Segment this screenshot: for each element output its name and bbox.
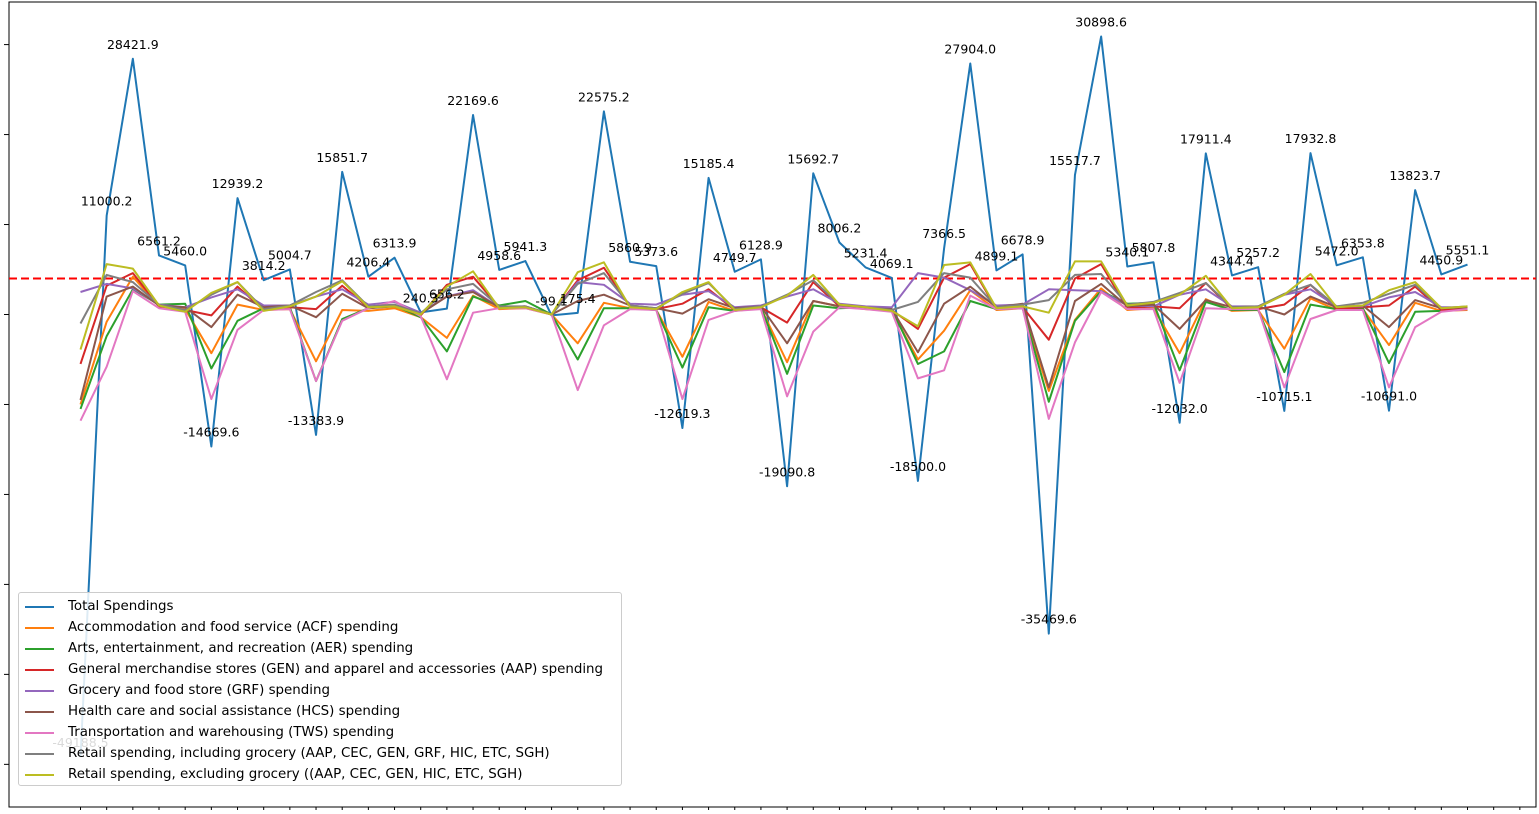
- legend-entry: Retail spending, excluding grocery ((AAP…: [19, 764, 621, 785]
- data-label: 13823.7: [1389, 168, 1441, 183]
- legend-label: Accommodation and food service (ACF) spe…: [68, 620, 399, 635]
- legend-entry: Transportation and warehousing (TWS) spe…: [19, 722, 621, 743]
- data-label: 30898.6: [1075, 15, 1127, 30]
- data-label: 5551.1: [1446, 243, 1490, 258]
- legend-swatch: [25, 605, 54, 608]
- data-label: 22169.6: [447, 93, 499, 108]
- data-label: 5807.8: [1132, 240, 1176, 255]
- data-label: 4899.1: [975, 248, 1019, 263]
- data-label: 5340.1: [1105, 244, 1149, 259]
- legend-swatch: [25, 752, 54, 755]
- series-line-8: [79, 260, 1468, 350]
- data-label: 22575.2: [578, 89, 630, 104]
- data-label: -35469.6: [1021, 612, 1077, 627]
- data-label: 5860.9: [608, 240, 652, 255]
- data-label: 240.3: [403, 290, 439, 305]
- data-label: 4206.4: [346, 255, 390, 270]
- legend-entry: Total Spendings: [19, 596, 621, 617]
- data-label: 4749.7: [713, 250, 757, 265]
- y-axis-ticks: [4, 44, 9, 765]
- legend-label: Arts, entertainment, and recreation (AER…: [68, 641, 414, 656]
- data-label: 5004.7: [268, 247, 312, 262]
- data-label: 15692.7: [787, 151, 839, 166]
- data-label: 27904.0: [944, 41, 996, 56]
- data-label: 6561.2: [137, 233, 181, 248]
- legend-entry: Arts, entertainment, and recreation (AER…: [19, 638, 621, 659]
- data-label: 4450.9: [1419, 252, 1463, 267]
- data-label: 175.4: [560, 291, 596, 306]
- legend-swatch: [25, 626, 54, 629]
- data-label: -99.1: [535, 293, 567, 308]
- data-label: 15517.7: [1049, 153, 1101, 168]
- data-label: 6678.9: [1001, 232, 1045, 247]
- data-label: 5257.2: [1236, 245, 1280, 260]
- data-label: 15851.7: [316, 150, 368, 165]
- data-label: 12939.2: [212, 176, 264, 191]
- legend-entry: Retail spending, including grocery (AAP,…: [19, 743, 621, 764]
- legend-label: Health care and social assistance (HCS) …: [68, 704, 401, 719]
- legend-label: Retail spending, including grocery (AAP,…: [68, 746, 550, 761]
- series-line-6: [79, 290, 1468, 422]
- data-label: 6313.9: [373, 236, 417, 251]
- series-line-0: [79, 35, 1468, 758]
- data-label: -19090.8: [759, 464, 815, 479]
- legend-label: Retail spending, excluding grocery ((AAP…: [68, 767, 523, 782]
- legend-label: Grocery and food store (GRF) spending: [68, 683, 330, 698]
- data-label: -12032.0: [1152, 401, 1208, 416]
- data-label: 5472.0: [1315, 243, 1359, 258]
- data-label: 5460.0: [163, 243, 207, 258]
- data-label: 3814.2: [242, 258, 286, 273]
- data-label: 6353.8: [1341, 235, 1385, 250]
- data-label: 5231.4: [844, 245, 888, 260]
- data-label: -18500.0: [890, 459, 946, 474]
- data-label: 4069.1: [870, 256, 914, 271]
- legend-swatch: [25, 773, 54, 776]
- data-label: 28421.9: [107, 37, 159, 52]
- data-label: -12619.3: [654, 406, 710, 421]
- legend-label: General merchandise stores (GEN) and app…: [68, 662, 604, 677]
- legend-entry: Accommodation and food service (ACF) spe…: [19, 617, 621, 638]
- legend-swatch: [25, 731, 54, 734]
- data-label: -10715.1: [1256, 389, 1312, 404]
- data-label: 6128.9: [739, 237, 783, 252]
- data-label: 8006.2: [818, 220, 862, 235]
- data-label: 4958.6: [477, 248, 521, 263]
- data-label: -10691.0: [1361, 389, 1417, 404]
- data-label: 17911.4: [1180, 131, 1232, 146]
- series-layer: [79, 35, 1468, 758]
- legend-swatch: [25, 668, 54, 671]
- data-label: 656.2: [429, 287, 465, 302]
- legend-label: Total Spendings: [68, 599, 174, 614]
- legend-entry: Grocery and food store (GRF) spending: [19, 680, 621, 701]
- data-label: 17932.8: [1285, 131, 1337, 146]
- legend-swatch: [25, 689, 54, 692]
- legend: Total Spendings Accommodation and food se…: [18, 592, 622, 786]
- legend-label: Transportation and warehousing (TWS) spe…: [68, 725, 395, 740]
- data-label: 15185.4: [683, 156, 735, 171]
- legend-swatch: [25, 647, 54, 650]
- data-label: 11000.2: [81, 194, 133, 209]
- data-label: -13383.9: [288, 413, 344, 428]
- data-label-layer: -49188.511000.228421.96561.25460.0-14669…: [52, 15, 1489, 751]
- legend-entry: Health care and social assistance (HCS) …: [19, 701, 621, 722]
- data-label: 4344.4: [1210, 253, 1254, 268]
- data-label: -14669.6: [183, 424, 239, 439]
- data-label: 5941.3: [504, 239, 548, 254]
- data-label: 5373.6: [634, 244, 678, 259]
- legend-swatch: [25, 710, 54, 713]
- legend-entry: General merchandise stores (GEN) and app…: [19, 659, 621, 680]
- data-label: 7366.5: [922, 226, 966, 241]
